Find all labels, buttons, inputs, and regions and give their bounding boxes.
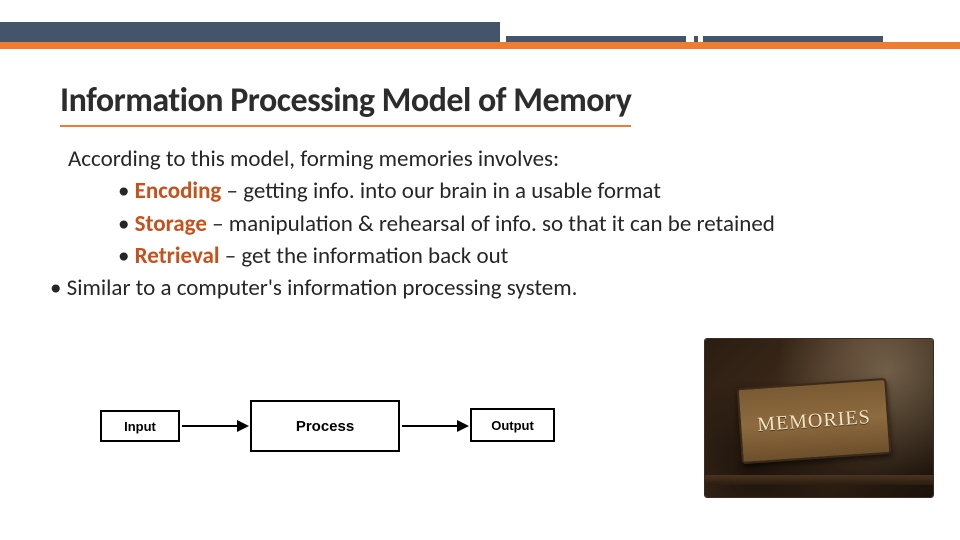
slide-title: Information Processing Model of Memory (60, 80, 631, 127)
desc-storage: manipulation & rehearsal of info. so tha… (229, 210, 775, 238)
sep: – (220, 242, 242, 270)
process-diagram: Input Process Output (100, 370, 570, 480)
slide: Information Processing Model of Memory A… (0, 0, 960, 540)
bullet-encoding: Encoding – getting info. into our brain … (136, 176, 898, 206)
memories-plaque-text: MEMORIES (757, 406, 872, 437)
intro-line: According to this model, forming memorie… (68, 144, 898, 174)
diagram-node-input: Input (100, 410, 180, 442)
diagram-arrow (182, 425, 237, 427)
diagram-node-output: Output (470, 408, 555, 442)
term-retrieval: Retrieval (135, 242, 220, 270)
banner-accent-bar (0, 42, 960, 49)
term-storage: Storage (135, 210, 207, 238)
memories-image-shelf (705, 475, 933, 485)
sep: – (221, 177, 243, 205)
memories-plaque: MEMORIES (737, 378, 892, 464)
desc-retrieval: get the information back out (241, 242, 508, 270)
diagram-arrowhead-icon (457, 420, 469, 432)
diagram-arrow (402, 425, 457, 427)
bullet-retrieval: Retrieval – get the information back out (136, 241, 898, 271)
banner-gap (500, 49, 506, 53)
banner-dark-bar (0, 22, 500, 42)
diagram-node-process: Process (250, 400, 400, 452)
bullet-storage: Storage – manipulation & rehearsal of in… (136, 209, 898, 239)
diagram-arrowhead-icon (237, 420, 249, 432)
body-text: According to this model, forming memorie… (58, 144, 898, 304)
sep: – (207, 210, 229, 238)
desc-encoding: getting info. into our brain in a usable… (243, 177, 661, 205)
term-encoding: Encoding (135, 177, 222, 205)
closing-line: Similar to a computer's information proc… (68, 273, 898, 303)
memories-image: MEMORIES (704, 338, 934, 498)
header-banner (0, 22, 960, 62)
